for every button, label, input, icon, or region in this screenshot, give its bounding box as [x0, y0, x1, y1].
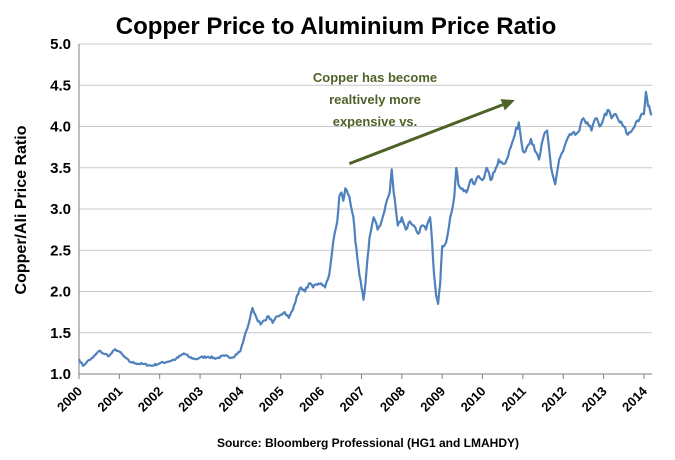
y-tick-label: 2.0 [50, 284, 71, 301]
x-tick-label: 2011 [498, 384, 529, 415]
annotation-line-3: expensive vs. [333, 114, 418, 129]
grid [79, 43, 652, 334]
x-tick-labels: 2000 2001 2002 2003 2004 2005 2006 2007 2008 2009… [54, 383, 651, 415]
x-tick-label: 2010 [458, 384, 489, 415]
y-tick-label: 5.0 [50, 36, 71, 53]
x-tick-label: 2009 [417, 384, 448, 415]
y-tick-label: 4.5 [50, 77, 71, 94]
x-tick-label: 2002 [135, 384, 166, 415]
annotation-arrow-shaft [348, 103, 504, 166]
chart-title: Copper Price to Aluminium Price Ratio [116, 13, 557, 40]
annotation-line-1: Copper has become [313, 70, 437, 85]
x-tick-label: 2008 [377, 384, 408, 415]
series [77, 90, 653, 367]
y-tick-label: 3.0 [50, 201, 71, 218]
annotation: Copper has become realtively more expens… [313, 70, 515, 166]
y-axis-title: Copper/Ali Price Ratio [13, 125, 30, 294]
x-tick-label: 2013 [579, 384, 610, 415]
source-note: Source: Bloomberg Professional (HG1 and … [217, 436, 519, 450]
x-tick-label: 2012 [538, 384, 569, 415]
x-tick-label: 2005 [256, 384, 287, 415]
x-tick-label: 2007 [337, 384, 368, 415]
annotation-arrow-head [500, 99, 515, 111]
x-tick-label: 2000 [54, 384, 85, 415]
x-tick-label: 2004 [215, 383, 247, 415]
y-tick-labels: 1.0 1.5 2.0 2.5 3.0 3.5 4.0 4.5 5.0 [50, 36, 71, 383]
y-tick-label: 3.5 [50, 160, 71, 177]
y-tick-label: 1.0 [50, 366, 71, 383]
y-tick-label: 1.5 [50, 325, 71, 342]
x-tick-label: 2001 [94, 384, 125, 415]
x-tick-label: 2014 [619, 383, 651, 415]
y-tick-label: 4.0 [50, 119, 71, 136]
axes [78, 44, 652, 379]
x-tick-label: 2006 [296, 384, 327, 415]
series-line-0 [77, 90, 653, 367]
y-tick-label: 2.5 [50, 242, 71, 259]
annotation-line-2: realtively more [329, 92, 421, 107]
x-tick-label: 2003 [175, 384, 206, 415]
